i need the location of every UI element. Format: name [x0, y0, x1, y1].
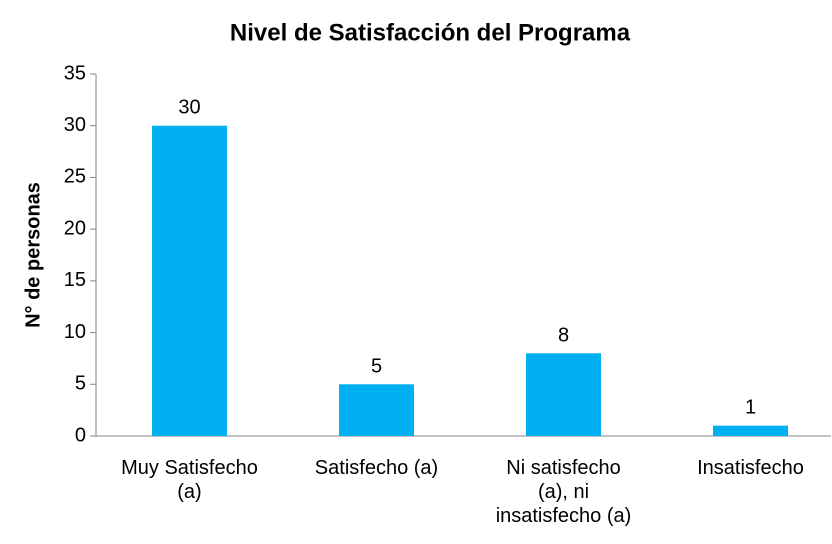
y-axis-title: N° de personas: [22, 182, 44, 328]
chart-title: Nivel de Satisfacción del Programa: [230, 19, 631, 46]
value-label: 8: [558, 324, 569, 346]
y-tick-label: 5: [75, 373, 86, 395]
y-tick-label: 30: [64, 114, 86, 136]
y-tick-label: 15: [64, 269, 86, 291]
x-tick-label: Insatisfecho: [697, 457, 804, 479]
value-label: 1: [745, 397, 756, 419]
y-tick-label: 20: [64, 217, 86, 239]
y-tick-label: 25: [64, 166, 86, 188]
y-tick-label: 0: [75, 424, 86, 446]
bar: [526, 353, 601, 436]
bar: [713, 425, 788, 436]
y-tick-label: 10: [64, 321, 86, 343]
value-label: 5: [371, 355, 382, 377]
x-tick-label: Muy Satisfecho (a): [121, 457, 258, 503]
value-label: 30: [178, 97, 200, 119]
y-tick-label: 35: [64, 62, 86, 84]
x-tick-label: Satisfecho (a): [315, 457, 438, 479]
x-tick-label: Ni satisfecho (a), ni insatisfecho (a): [496, 457, 632, 527]
bar: [339, 384, 414, 436]
bar: [152, 125, 227, 436]
